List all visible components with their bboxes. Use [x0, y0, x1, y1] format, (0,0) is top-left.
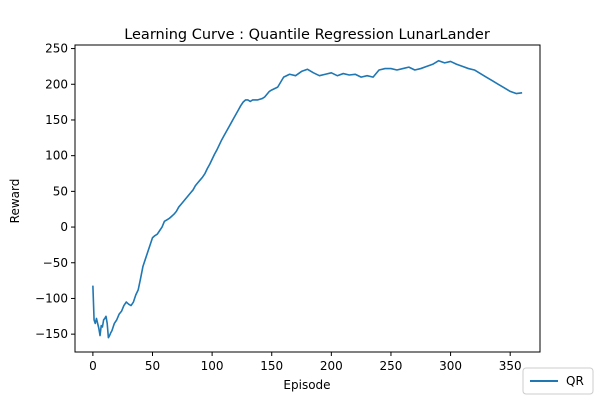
y-tick-label: −100 — [35, 291, 68, 305]
x-tick-label: 250 — [380, 359, 403, 373]
chart-title: Learning Curve : Quantile Regression Lun… — [124, 27, 490, 43]
series-line-qr — [92, 59, 523, 339]
x-tick-label: 0 — [89, 359, 97, 373]
legend: QR — [522, 367, 594, 395]
y-tick-label: 200 — [45, 77, 68, 91]
y-axis-label: Reward — [8, 179, 22, 224]
x-tick-label: 100 — [201, 359, 224, 373]
x-tick-label: 50 — [145, 359, 160, 373]
y-tick-label: −150 — [35, 327, 68, 341]
y-tick-label: 150 — [45, 113, 68, 127]
plot-area: 0 50 100 150 200 250 300 350 −150 −100 −50 0 50 100 15… — [35, 42, 541, 373]
y-tick-label: 250 — [45, 42, 68, 56]
x-tick-label: 150 — [260, 359, 283, 373]
x-tick-label: 300 — [439, 359, 462, 373]
y-tick-label: 100 — [45, 149, 68, 163]
y-tick-label: 50 — [53, 184, 68, 198]
y-tick-label: 0 — [60, 220, 68, 234]
x-tick-label: 350 — [499, 359, 522, 373]
y-tick-label: −50 — [43, 256, 68, 270]
legend-label-qr: QR — [566, 374, 584, 388]
axes-frame — [74, 44, 541, 353]
x-tick-label: 200 — [320, 359, 343, 373]
x-axis-label: Episode — [283, 378, 330, 392]
